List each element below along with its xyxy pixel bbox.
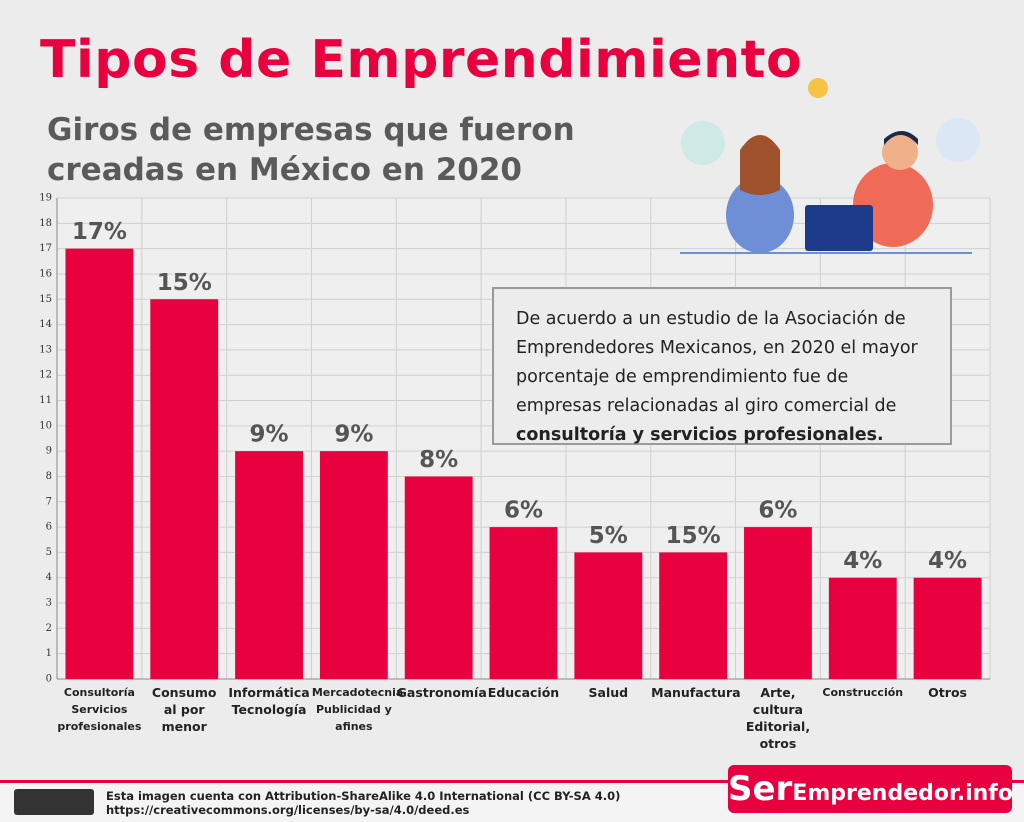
x-tick-label: Informática Tecnología: [228, 685, 310, 717]
y-tick-label: 18: [39, 218, 52, 229]
bar: [235, 451, 303, 679]
y-tick-label: 19: [39, 193, 52, 204]
value-label: 6%: [504, 498, 543, 524]
bar: [319, 451, 388, 679]
y-tick-label: 12: [39, 370, 52, 381]
y-tick-label: 6: [46, 522, 52, 533]
x-tick-label: Manufactura: [651, 685, 741, 700]
license-text: Esta imagen cuenta con Attribution-Share…: [106, 789, 621, 803]
x-tick-label: Consultoría Servicios profesionales: [57, 686, 142, 733]
bar: [404, 476, 473, 679]
value-label: 6%: [758, 498, 797, 524]
chart-subtitle: Giros de empresas que fueron creadas en …: [47, 112, 575, 188]
footer: Esta imagen cuenta con Attribution-Share…: [0, 765, 1024, 822]
value-label: 17%: [72, 219, 127, 245]
license: Esta imagen cuenta con Attribution-Share…: [106, 789, 620, 817]
y-tick-label: 17: [39, 243, 52, 254]
y-tick-label: 10: [39, 420, 52, 431]
bar: [489, 527, 558, 679]
value-label: 15%: [157, 270, 212, 296]
logo-a: Ser: [728, 769, 793, 809]
annotation-text: De acuerdo a un estudio de la Asociación…: [516, 309, 918, 416]
value-label: 4%: [928, 548, 967, 574]
license-url: https://creativecommons.org/licenses/by-…: [106, 803, 470, 817]
y-tick-label: 2: [46, 623, 52, 634]
logo: SerEmprendedor.info: [728, 765, 1013, 813]
value-label: 4%: [843, 548, 882, 574]
y-tick-label: 14: [39, 319, 52, 330]
chart-title: Tipos de Emprendimiento: [40, 30, 803, 90]
y-tick-label: 15: [39, 294, 52, 305]
value-label: 8%: [419, 447, 458, 473]
x-tick-label: Educación: [487, 685, 560, 700]
y-tick-label: 0: [46, 674, 52, 685]
bar: [65, 248, 134, 679]
y-tick-label: 11: [39, 395, 52, 406]
bar: [574, 552, 643, 679]
y-tick-label: 7: [46, 496, 52, 507]
annotation-bold: consultoría y servicios profesionales.: [516, 425, 884, 445]
value-label: 5%: [589, 523, 628, 549]
y-tick-label: 16: [39, 268, 52, 279]
value-label: 15%: [666, 523, 721, 549]
bar: [659, 552, 728, 679]
logo-b: Emprendedor.info: [792, 781, 1013, 806]
bar: [150, 299, 219, 679]
x-tick-label: Arte, cultura Editorial, otros: [745, 685, 811, 751]
y-tick-label: 13: [39, 344, 52, 355]
x-tick-label: Consumo al por menor: [151, 685, 217, 734]
annotation: De acuerdo a un estudio de la Asociación…: [492, 287, 952, 445]
x-tick-label: Construcción: [822, 686, 904, 699]
y-tick-label: 8: [46, 471, 52, 482]
x-tick-label: Otros: [928, 685, 967, 700]
value-label: 9%: [334, 422, 373, 448]
bar: [913, 577, 982, 679]
bar: [744, 527, 812, 679]
x-tick-label: Salud: [588, 685, 629, 700]
bar: [828, 577, 897, 679]
cc-badge: [14, 789, 94, 815]
value-label: 9%: [250, 422, 289, 448]
y-tick-label: 3: [46, 598, 52, 609]
y-tick-label: 4: [46, 572, 52, 583]
y-tick-label: 5: [46, 547, 52, 558]
x-tick-label: Mercadotecnia Publicidad y afines: [311, 686, 404, 733]
y-tick-label: 9: [46, 446, 52, 457]
x-tick-label: Gastronomía: [396, 685, 487, 700]
y-tick-label: 1: [46, 648, 52, 659]
